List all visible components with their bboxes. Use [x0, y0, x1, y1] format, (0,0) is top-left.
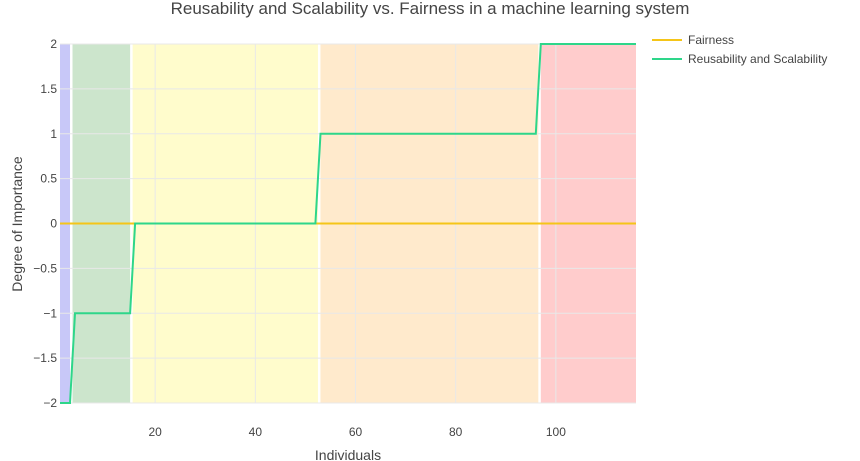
chart-title: Reusability and Scalability vs. Fairness… — [171, 0, 690, 18]
y-tick-label: 1 — [50, 127, 57, 141]
legend-item-1[interactable]: Fairness — [652, 33, 734, 47]
x-tick-label: 80 — [449, 425, 463, 439]
x-tick-labels: 20 40 60 80 100 — [148, 425, 566, 439]
series-line-2[interactable] — [60, 43, 636, 404]
y-tick-labels: −2 −1.5 −1 −0.5 0 0.5 1 1.5 2 — [33, 37, 57, 410]
y-tick-label: 1.5 — [40, 82, 57, 96]
x-axis-title: Individuals — [315, 447, 381, 461]
x-tick-label: 40 — [249, 425, 263, 439]
y-tick-label: 0 — [50, 217, 57, 231]
y-tick-label: 2 — [50, 37, 57, 51]
legend-label: Fairness — [688, 33, 734, 47]
y-tick-label: −1 — [43, 306, 57, 320]
y-tick-label: −0.5 — [33, 261, 57, 275]
y-tick-label: −2 — [43, 396, 57, 410]
legend-label: Reusability and Scalability — [688, 52, 827, 66]
x-tick-label: 20 — [148, 425, 162, 439]
x-tick-label: 60 — [349, 425, 363, 439]
y-axis-title: Degree of Importance — [9, 156, 25, 292]
series-lines — [60, 43, 636, 404]
x-tick-label: 100 — [546, 425, 566, 439]
y-tick-label: −1.5 — [33, 351, 57, 365]
legend[interactable]: Fairness Reusability and Scalability — [652, 33, 827, 66]
legend-item-2[interactable]: Reusability and Scalability — [652, 52, 827, 66]
y-tick-label: 0.5 — [40, 172, 57, 186]
